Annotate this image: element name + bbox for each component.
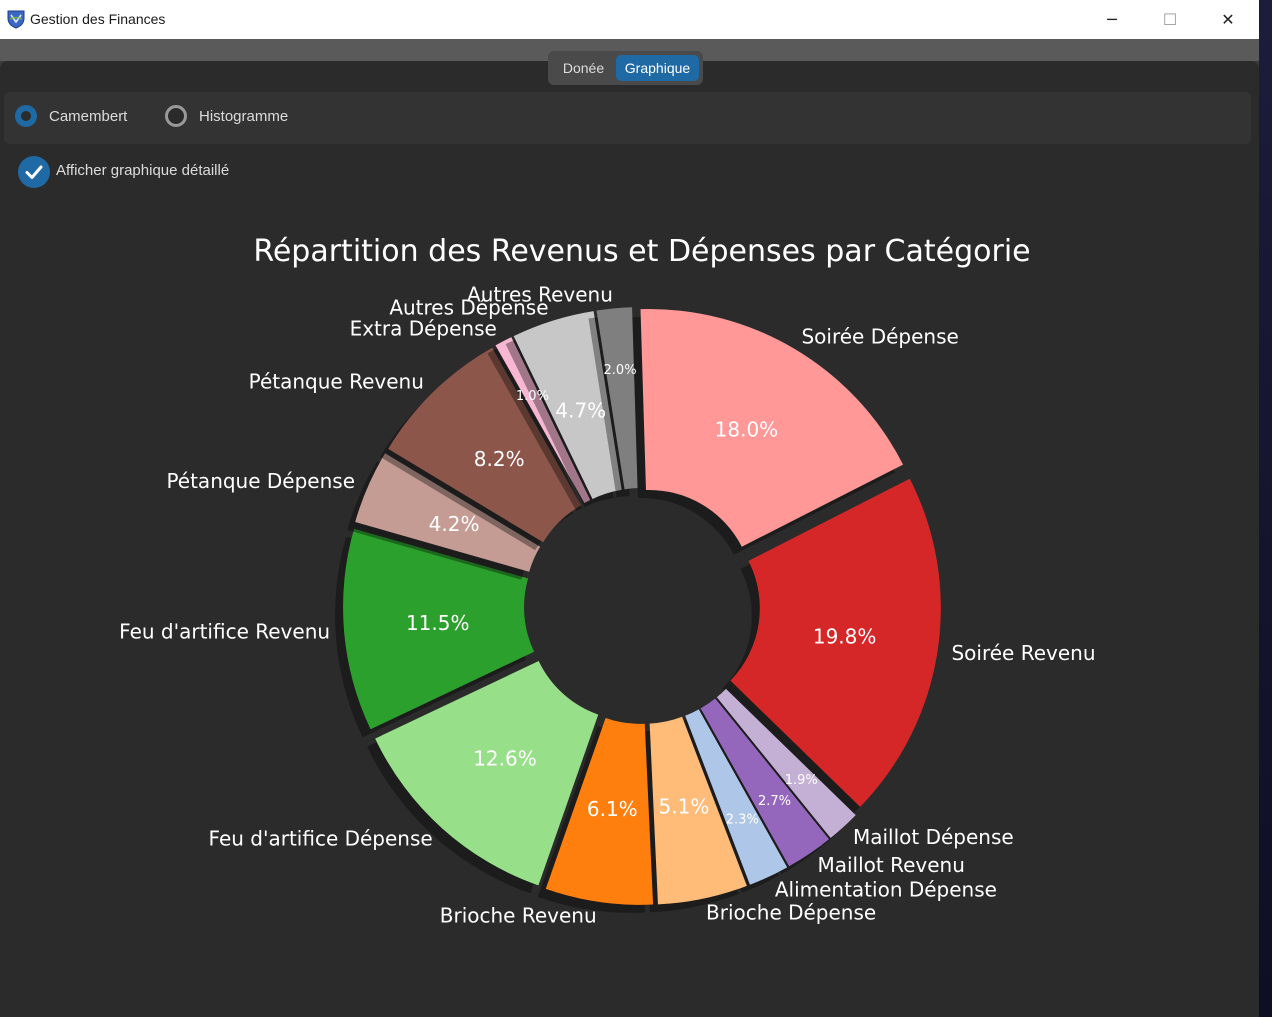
- category-label-extra-depense: Extra Dépense: [350, 317, 497, 341]
- camembert-label[interactable]: Camembert: [49, 108, 128, 125]
- pct-label-feu-d-artifice-revenu: 11.5%: [406, 611, 470, 635]
- close-button[interactable]: ✕: [1221, 10, 1235, 29]
- slice-feu-d-artifice-revenu: [343, 528, 535, 730]
- slice-maillot-revenu: [700, 698, 830, 867]
- pct-label-soiree-depense: 18.0%: [715, 418, 779, 442]
- minimize-button[interactable]: ─: [1107, 10, 1117, 29]
- slice-alimentation-depense: [685, 709, 788, 885]
- pct-label-maillot-revenu: 2.7%: [758, 794, 791, 809]
- detail-label[interactable]: Afficher graphique détaillé: [56, 162, 230, 179]
- category-label-maillot-depense: Maillot Dépense: [853, 825, 1014, 849]
- category-label-soiree-depense: Soirée Dépense: [801, 325, 958, 349]
- app-shield-icon: [7, 10, 25, 29]
- category-label-feu-d-artifice-revenu: Feu d'artifice Revenu: [119, 620, 330, 644]
- pct-label-soiree-revenu: 19.8%: [813, 625, 877, 649]
- category-label-petanque-revenu: Pétanque Revenu: [249, 370, 424, 394]
- slice-autres-depense: [513, 311, 622, 500]
- category-label-soiree-revenu: Soirée Revenu: [951, 641, 1095, 665]
- tab-donnee[interactable]: Donée: [562, 60, 605, 76]
- histogramme-radio[interactable]: [165, 105, 187, 127]
- pct-label-autres-revenu: 2.0%: [604, 363, 637, 378]
- category-label-alimentation-depense: Alimentation Dépense: [775, 877, 997, 901]
- slice-shadow-extra-depense: [487, 345, 583, 512]
- category-label-maillot-revenu: Maillot Revenu: [817, 853, 964, 877]
- chart-title: Répartition des Revenus et Dépenses par …: [253, 234, 1030, 269]
- category-label-brioche-depense: Brioche Dépense: [706, 900, 876, 924]
- slice-brioche-revenu: [545, 718, 654, 905]
- slice-soiree-depense: [640, 308, 904, 547]
- pct-label-autres-depense: 4.7%: [555, 398, 606, 422]
- pct-label-brioche-revenu: 6.1%: [587, 797, 638, 821]
- tabview-header-strip: [0, 39, 1259, 61]
- slice-soiree-revenu: [730, 478, 941, 807]
- category-label-autres-depense: Autres Dépense: [389, 295, 548, 319]
- slice-maillot-depense: [716, 688, 856, 838]
- segmented-tab-bar: Donée Graphique: [548, 51, 703, 85]
- pct-label-brioche-depense: 5.1%: [659, 795, 710, 819]
- maximize-button[interactable]: ☐: [1162, 10, 1178, 29]
- category-label-brioche-revenu: Brioche Revenu: [440, 904, 597, 928]
- camembert-radio[interactable]: [15, 105, 37, 127]
- slice-brioche-depense: [649, 716, 747, 905]
- slice-extra-depense: [495, 337, 591, 504]
- pct-label-petanque-revenu: 8.2%: [474, 447, 525, 471]
- category-label-petanque-depense: Pétanque Dépense: [166, 469, 355, 493]
- slice-feu-d-artifice-depense: [375, 660, 599, 886]
- pct-label-feu-d-artifice-depense: 12.6%: [473, 746, 537, 770]
- window-title: Gestion des Finances: [30, 11, 166, 27]
- desktop-background-edge: [1259, 0, 1272, 1017]
- pct-label-maillot-depense: 1.9%: [785, 773, 818, 788]
- slice-petanque-depense: [355, 453, 541, 572]
- category-label-feu-d-artifice-depense: Feu d'artifice Dépense: [209, 827, 433, 851]
- slice-petanque-revenu: [388, 347, 582, 543]
- title-bar: Gestion des Finances ─ ☐ ✕: [0, 0, 1259, 39]
- category-label-autres-revenu: Autres Revenu: [467, 282, 613, 306]
- pct-label-extra-depense: 1.0%: [516, 389, 549, 404]
- tab-graphique[interactable]: Graphique: [616, 55, 699, 81]
- chart-type-panel: Camembert Histogramme: [4, 92, 1251, 144]
- slice-autres-revenu: [596, 307, 638, 490]
- pct-label-alimentation-depense: 2.3%: [726, 812, 759, 827]
- detail-checkbox[interactable]: [18, 156, 50, 188]
- checkmark-icon: [25, 165, 43, 179]
- pct-label-petanque-depense: 4.2%: [429, 512, 480, 536]
- histogramme-label[interactable]: Histogramme: [199, 108, 289, 125]
